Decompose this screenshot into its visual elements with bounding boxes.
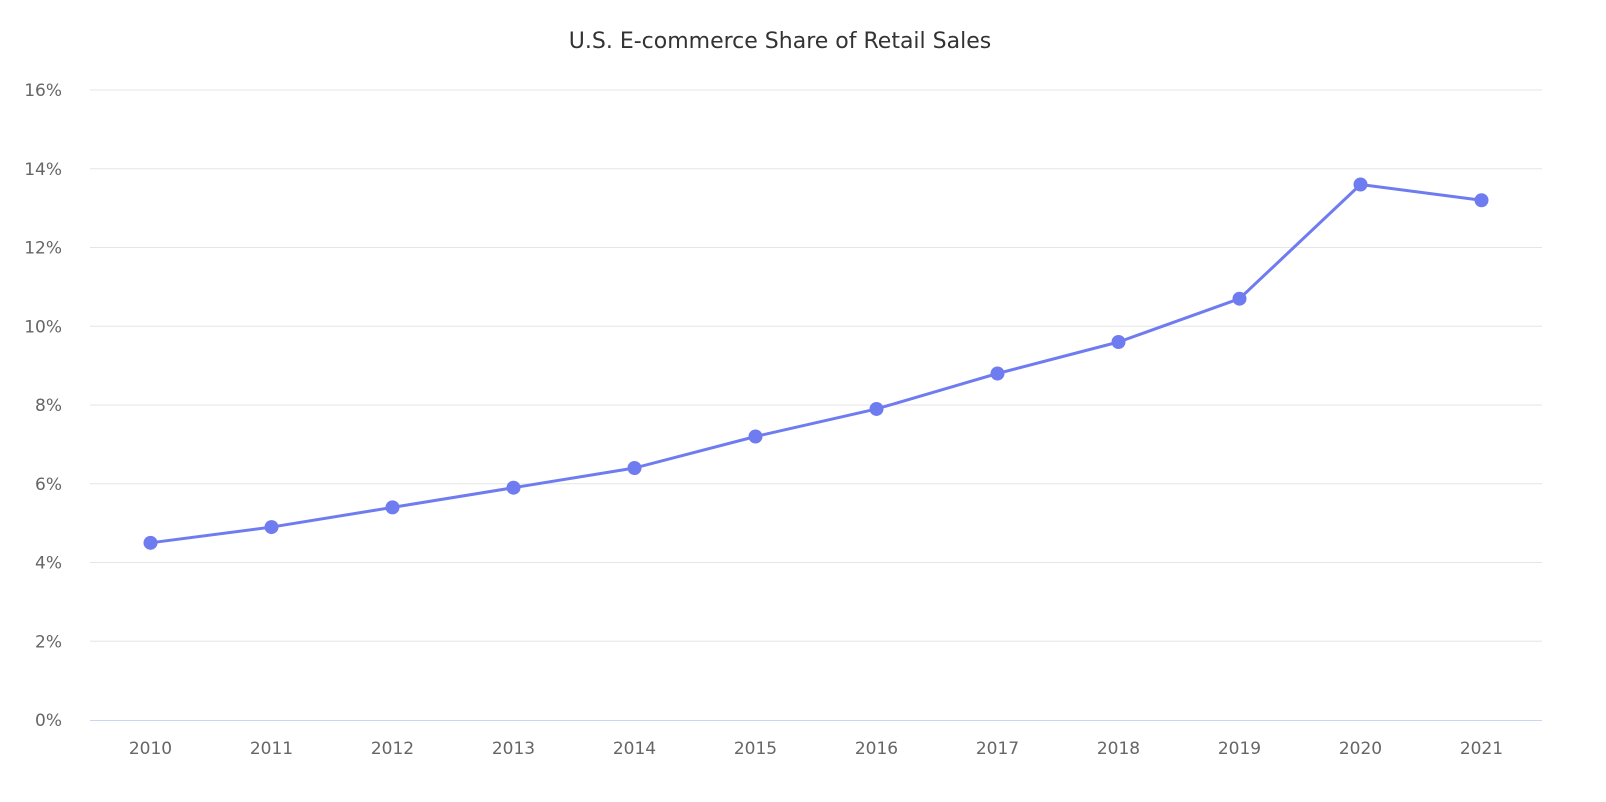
x-tick-label: 2018	[1097, 739, 1140, 759]
y-tick-label: 12%	[24, 239, 62, 259]
data-point	[1111, 335, 1126, 349]
data-point	[1474, 193, 1489, 208]
x-tick-label: 2010	[129, 739, 172, 759]
data-point	[506, 480, 521, 495]
y-tick-label: 0%	[35, 711, 62, 731]
x-tick-label: 2012	[371, 739, 414, 759]
y-tick-label: 4%	[35, 554, 62, 574]
y-tick-label: 2%	[35, 632, 62, 652]
x-tick-label: 2021	[1460, 739, 1503, 759]
x-tick-label: 2014	[613, 739, 656, 759]
series-line	[150, 183, 1482, 545]
series	[143, 177, 1489, 550]
x-tick-label: 2015	[734, 739, 777, 759]
y-tick-label: 10%	[24, 317, 62, 337]
y-tick-label: 6%	[35, 475, 62, 495]
x-tick-label: 2011	[250, 739, 293, 759]
data-point	[1353, 177, 1368, 192]
data-point	[143, 535, 158, 550]
data-point	[627, 461, 642, 475]
chart-title: U.S. E-commerce Share of Retail Sales	[569, 29, 991, 54]
data-point	[869, 401, 884, 416]
data-point	[264, 520, 279, 535]
x-tick-label: 2016	[855, 739, 898, 759]
data-point	[990, 366, 1005, 381]
x-tick-label: 2020	[1339, 739, 1382, 759]
x-tick-label: 2013	[492, 739, 535, 759]
y-tick-label: 8%	[35, 396, 62, 416]
gridlines	[90, 89, 1542, 642]
x-axis: 2010 2011 2012 2013 2014 2015 2016 2017 2018 2019…	[90, 720, 1542, 759]
x-tick-label: 2019	[1218, 739, 1261, 759]
x-tick-label: 2017	[976, 739, 1019, 759]
y-tick-label: 16%	[24, 81, 62, 101]
y-axis: 0% 2% 4% 6% 8% 10% 12% 14% 16%	[24, 81, 62, 731]
data-point	[1232, 291, 1247, 306]
data-point	[748, 429, 763, 444]
data-point	[385, 500, 400, 515]
y-tick-label: 14%	[24, 160, 62, 180]
